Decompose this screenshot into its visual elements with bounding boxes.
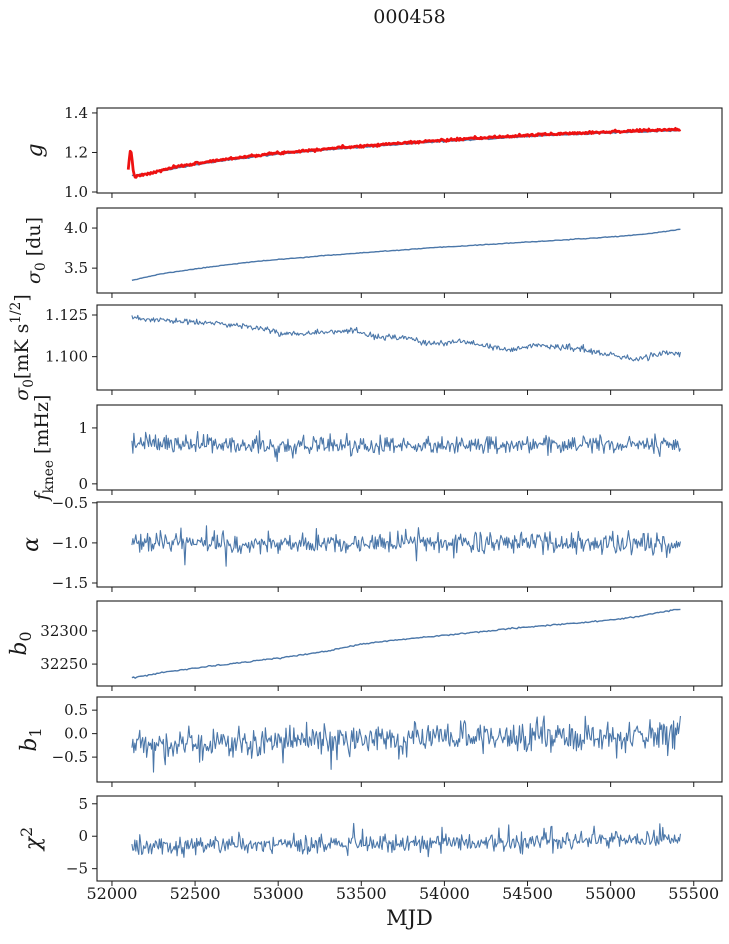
x-ticks	[111, 881, 695, 886]
panel-g: 1.0 1.2 1.4 g	[23, 104, 723, 201]
series-b0-line	[131, 608, 681, 679]
x-axis-label: MJD	[386, 906, 433, 930]
x-ticks	[111, 587, 695, 592]
y-axis-label-fknee: fknee [mHz]	[31, 395, 57, 503]
y-tick-label: 1	[78, 419, 88, 437]
x-tick-label: 52500	[170, 884, 221, 903]
panel-border	[96, 795, 723, 882]
panel-sigma0-du: 3.5 4.0 σ0 [du]	[23, 207, 723, 298]
x-tick-label: 55000	[585, 884, 636, 903]
y-ticks: −5 0 5	[66, 795, 97, 878]
series-chi2-line	[131, 822, 681, 858]
y-tick-label: −1.5	[52, 574, 88, 592]
y-axis-label-chi2: χ2	[17, 827, 46, 852]
x-ticks	[111, 686, 695, 691]
x-tick-label: 53000	[253, 884, 304, 903]
y-tick-label: 32300	[40, 622, 88, 640]
y-tick-label: 5	[78, 795, 88, 813]
panel-border	[96, 304, 723, 391]
y-tick-label: −0.5	[52, 494, 88, 512]
panel-border	[96, 600, 723, 687]
series-sigma0-du-line	[131, 228, 681, 282]
y-tick-label: 1.125	[45, 306, 88, 324]
panel-b1: −0.5 0.0 0.5 b1	[17, 696, 723, 787]
panel-chi2: −5 0 5 χ2 52000 52500 53000 53500 54000 54500 5500…	[17, 795, 723, 903]
y-tick-label: 32250	[40, 655, 88, 673]
y-ticks: 01	[78, 419, 97, 493]
y-axis-label-g: g	[23, 143, 48, 157]
panel-sigma0-mk: 1.100 1.125 σ0[mK s1/2]	[8, 294, 723, 401]
x-tick-label: 52000	[87, 884, 138, 903]
panel-border	[96, 107, 723, 194]
y-tick-label: 1.2	[64, 143, 88, 161]
x-tick-label: 55500	[668, 884, 719, 903]
y-tick-label: −5	[66, 860, 88, 878]
y-ticks: −0.5 0.0 0.5	[52, 701, 97, 766]
series-g-blue	[131, 129, 681, 177]
y-tick-label: −0.5	[52, 748, 88, 766]
y-axis-label-sigma0-du: σ0 [du]	[23, 217, 49, 284]
figure-title: 000458	[373, 6, 446, 28]
y-tick-label: 1.0	[64, 183, 88, 201]
series-alpha-line	[131, 525, 681, 567]
y-tick-label: 1.4	[64, 104, 88, 122]
x-ticks	[111, 193, 695, 198]
y-ticks: 3.5 4.0	[64, 219, 97, 277]
y-tick-label: 0	[78, 827, 88, 845]
x-tick-label: 54000	[419, 884, 470, 903]
y-axis-label-sigma0-mk: σ0[mK s1/2]	[8, 294, 37, 401]
series-sigma0-mk-line	[131, 314, 681, 362]
y-ticks: −1.5 −1.0 −0.5	[52, 494, 97, 592]
x-tick-labels: 52000 52500 53000 53500 54000 54500 55000 55500	[87, 884, 720, 903]
x-ticks	[111, 782, 695, 787]
y-tick-label: 0.5	[64, 701, 88, 719]
series-fknee-line	[131, 430, 681, 463]
y-axis-label-b0: b0	[7, 631, 35, 655]
panel-alpha: −1.5 −1.0 −0.5 α	[19, 494, 723, 592]
series-g-red	[126, 126, 682, 179]
panel-border	[96, 501, 723, 588]
panel-border	[96, 207, 723, 294]
series-b1-line	[131, 715, 681, 773]
y-tick-label: 0	[78, 475, 88, 493]
y-axis-label-alpha: α	[19, 537, 44, 552]
y-tick-label: −1.0	[52, 534, 88, 552]
y-ticks: 1.100 1.125	[45, 306, 97, 366]
y-ticks: 32250 32300	[40, 622, 97, 673]
y-tick-label: 1.100	[45, 348, 88, 366]
x-ticks	[111, 390, 695, 395]
y-ticks: 1.0 1.2 1.4	[64, 104, 97, 201]
y-tick-label: 0.0	[64, 725, 88, 743]
x-ticks	[111, 293, 695, 298]
panel-border	[96, 696, 723, 783]
y-tick-label: 4.0	[64, 219, 88, 237]
x-tick-label: 54500	[502, 884, 553, 903]
x-tick-label: 53500	[336, 884, 387, 903]
y-tick-label: 3.5	[64, 259, 88, 277]
y-axis-label-b1: b1	[17, 727, 45, 751]
panel-border	[96, 404, 723, 491]
x-ticks	[111, 490, 695, 495]
panel-b0: 32250 32300 b0	[7, 600, 723, 691]
